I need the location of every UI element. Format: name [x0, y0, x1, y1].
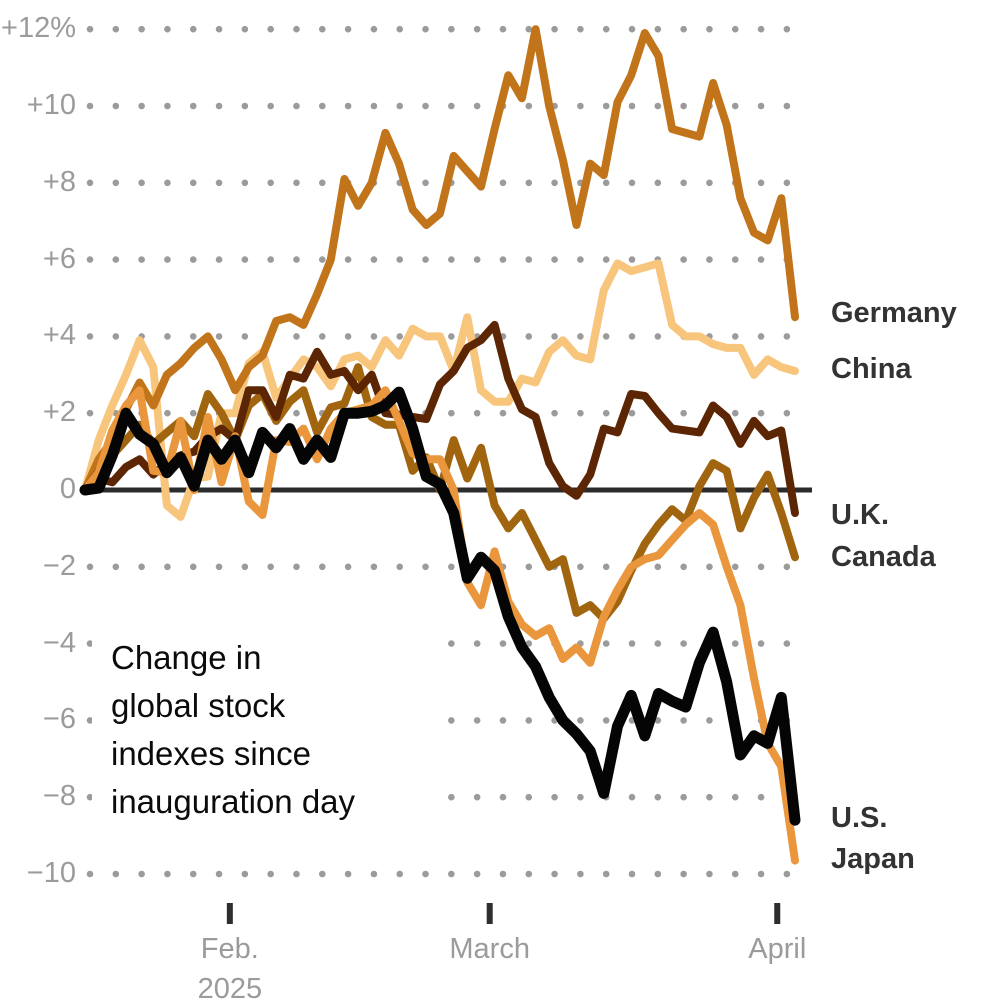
- annotation-line-1: global stock: [111, 687, 286, 724]
- x-axis-tick-1: [486, 903, 493, 924]
- y-axis-label-10: +10: [26, 89, 76, 121]
- x-axis-tick-2: [774, 903, 781, 924]
- x-axis-label-1: March: [449, 929, 530, 969]
- series-line-germany: [81, 25, 799, 494]
- y-axis-label--10: −10: [26, 857, 76, 889]
- series-label-japan: Japan: [831, 842, 915, 875]
- x-axis-label-2: April: [748, 929, 806, 969]
- y-axis-label-6: +6: [42, 242, 76, 275]
- y-axis-label--2: −2: [42, 549, 76, 582]
- series-label-germany: Germany: [831, 297, 957, 330]
- y-axis-label-8: +8: [42, 165, 76, 198]
- x-axis-label-0: Feb. 2025: [198, 929, 263, 1000]
- series-line-us: [79, 386, 801, 826]
- series-line-china: [81, 259, 799, 521]
- series-label-uk: U.K.: [831, 498, 889, 531]
- x-axis-label-line: March: [449, 933, 530, 965]
- y-axis-label-0: 0: [59, 473, 76, 505]
- x-axis-label-line: April: [748, 933, 807, 965]
- annotation-line-0: Change in: [111, 639, 262, 676]
- annotation-line-3: inauguration day: [111, 783, 356, 820]
- y-axis-label--6: −6: [42, 703, 76, 736]
- y-axis-label--8: −8: [42, 780, 76, 813]
- annotation-line-2: indexes since: [111, 735, 311, 772]
- x-axis-label-line: Feb.: [200, 933, 259, 965]
- series-label-us: U.S.: [831, 802, 888, 835]
- x-axis-label-line: 2025: [197, 973, 263, 1000]
- y-axis-label-2: +2: [42, 396, 76, 429]
- series-label-canada: Canada: [831, 541, 936, 574]
- y-axis-label-4: +4: [42, 319, 76, 352]
- x-axis-tick-0: [226, 903, 233, 924]
- y-axis-label-12: +12%: [1, 12, 76, 45]
- annotation-mask: [92, 618, 440, 824]
- series-label-china: China: [831, 352, 912, 385]
- y-axis-label--4: −4: [42, 626, 76, 659]
